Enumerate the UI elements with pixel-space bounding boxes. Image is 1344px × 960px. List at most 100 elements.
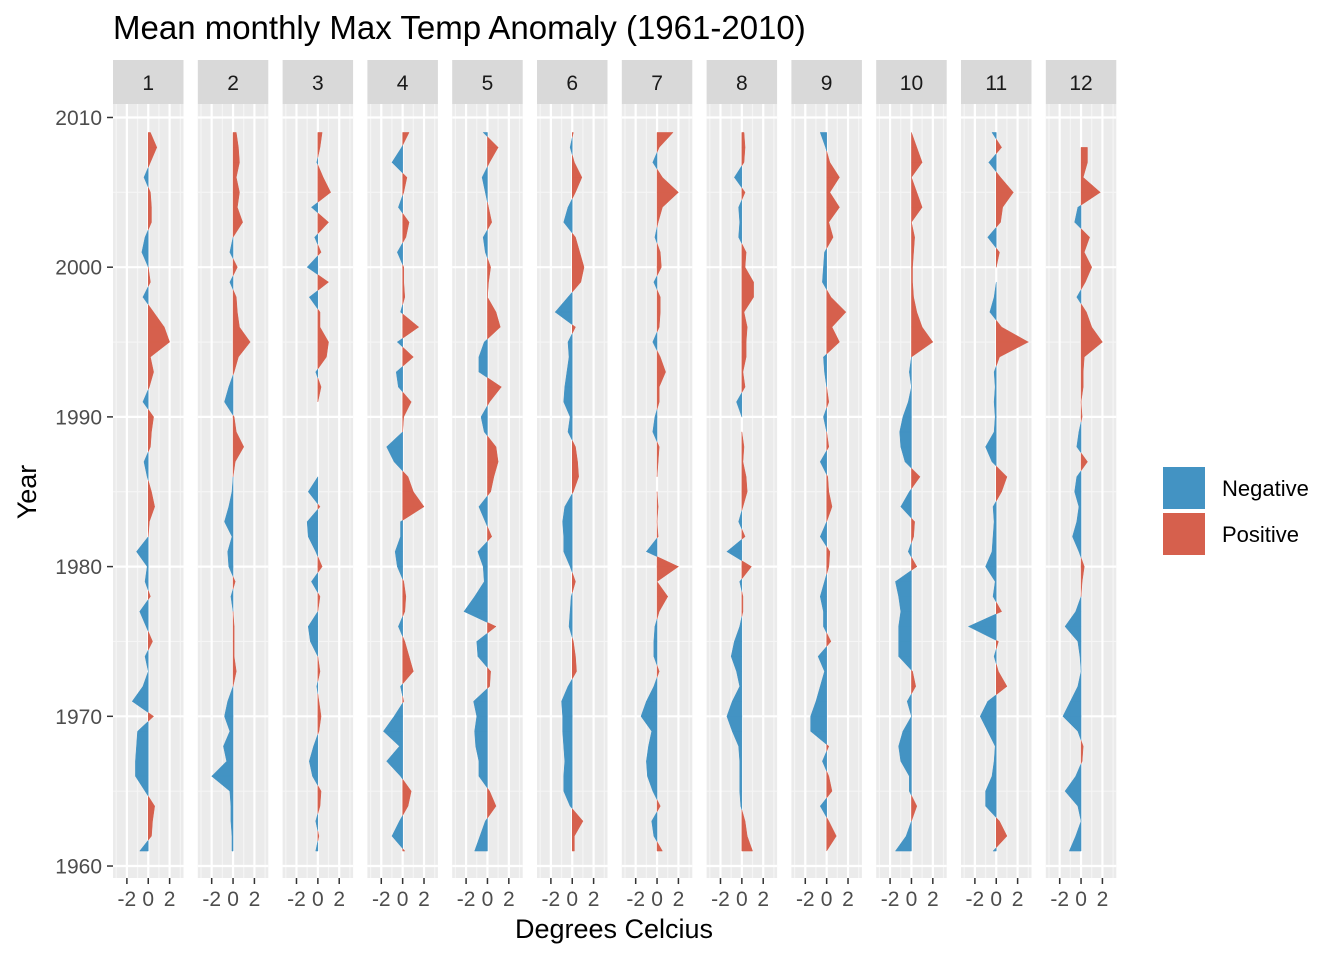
positive-area-12 (1080, 147, 1104, 764)
x-tick-label: 2 (842, 888, 854, 911)
negative-area-8 (726, 164, 743, 810)
y-tick-label: 1980 (55, 556, 102, 579)
strip-label-6: 6 (566, 72, 578, 95)
x-tick-label: -2 (287, 888, 306, 911)
strip-label-10: 10 (900, 72, 923, 95)
panels: 1-2 0 22-2 0 23-2 0 24-2 0 25-2 0 26-2 0 27-2 0 28-2 0 2… (113, 60, 1117, 911)
x-tick-label: 2 (1012, 888, 1024, 911)
strip-label-3: 3 (312, 72, 324, 95)
legend-label-positive: Positive (1222, 522, 1299, 547)
x-tick-label: -2 (881, 888, 900, 911)
panel-8: 8 -2 0 2 (706, 60, 778, 911)
x-tick-label: 0 (1075, 888, 1087, 911)
strip-6 (537, 60, 608, 104)
panel-12: 12 -2 0 2 (1045, 60, 1117, 911)
x-tick-label: 0 (821, 888, 833, 911)
strip-label-5: 5 (482, 72, 494, 95)
x-tick-label: 0 (906, 888, 918, 911)
legend: Negative Positive (1163, 467, 1309, 555)
x-tick-label: -2 (626, 888, 645, 911)
positive-area-7 (656, 132, 680, 852)
x-tick-label: 2 (588, 888, 600, 911)
panel-7: 7 -2 0 2 (621, 60, 693, 911)
x-tick-label: 2 (418, 888, 430, 911)
strip-label-11: 11 (985, 72, 1007, 95)
x-tick-label: -2 (372, 888, 391, 911)
chart-title: Mean monthly Max Temp Anomaly (1961-2010… (113, 9, 806, 46)
x-tick-label: 2 (673, 888, 685, 911)
negative-area-4 (382, 145, 403, 850)
x-tick-label: 2 (164, 888, 176, 911)
x-tick-label: 0 (651, 888, 663, 911)
negative-area-12 (1062, 204, 1082, 852)
positive-area-9 (826, 151, 847, 852)
x-tick-label: -2 (202, 888, 221, 911)
strip-label-8: 8 (736, 72, 748, 95)
negative-area-2 (210, 237, 234, 852)
x-tick-label: 2 (927, 888, 939, 911)
x-tick-label: 0 (566, 888, 578, 911)
negative-area-1 (131, 167, 149, 852)
strip-5 (452, 60, 523, 104)
strip-label-7: 7 (651, 72, 663, 95)
x-tick-label: 0 (312, 888, 324, 911)
positive-area-10 (911, 132, 934, 822)
positive-area-1 (148, 132, 171, 841)
x-tick-label: 0 (397, 888, 409, 911)
x-tick-label: 2 (333, 888, 345, 911)
strip-8 (706, 60, 778, 104)
strip-2 (197, 60, 269, 104)
x-tick-label: 0 (990, 888, 1002, 911)
x-axis-title: Degrees Celcius (515, 914, 713, 944)
x-tick-label: -2 (966, 888, 985, 911)
strip-label-12: 12 (1069, 72, 1092, 95)
x-tick-label: 0 (482, 888, 494, 911)
negative-area-5 (463, 132, 488, 852)
positive-area-5 (487, 136, 503, 819)
y-tick-label: 2010 (55, 107, 102, 130)
y-tick-label: 1970 (55, 706, 102, 729)
panel-2: 2-2 0 2 (197, 60, 269, 911)
x-tick-label: -2 (457, 888, 476, 911)
x-tick-label: 0 (736, 888, 748, 911)
strip-7 (621, 60, 693, 104)
panel-4: 4 -2 0 2 (367, 60, 438, 911)
positive-area-4 (402, 132, 425, 852)
strip-12 (1045, 60, 1117, 104)
y-tick-label: 2000 (55, 257, 102, 280)
x-tick-label: -2 (796, 888, 815, 911)
panel-10: 10 -2 0 2 (876, 60, 947, 911)
panel-11: 11 -2 0 2 (961, 60, 1032, 911)
strip-label-4: 4 (397, 72, 409, 95)
strip-3 (282, 60, 354, 104)
y-axis: 1960 1970 1980 1990 2000 2010 (55, 107, 113, 879)
negative-area-6 (554, 137, 573, 810)
strip-9 (791, 60, 862, 104)
panel-6: 6 -2 0 2 (537, 60, 608, 911)
strip-label-1: 1 (142, 72, 154, 95)
positive-area-2 (232, 132, 251, 687)
negative-area-11 (968, 132, 997, 852)
x-tick-label: -2 (711, 888, 730, 911)
strip-label-9: 9 (821, 72, 833, 95)
positive-area-8 (741, 132, 755, 852)
legend-key-positive (1163, 513, 1205, 555)
positive-area-3 (317, 132, 332, 842)
panel-5: 5 -2 0 2 (452, 60, 523, 911)
x-tick-label: 2 (503, 888, 515, 911)
negative-area-7 (640, 152, 658, 843)
x-tick-label: -2 (1050, 888, 1069, 911)
x-tick-label: -2 (542, 888, 561, 911)
strip-1 (113, 60, 184, 104)
y-tick-label: 1960 (55, 856, 102, 879)
negative-area-3 (306, 157, 319, 852)
x-tick-label: 0 (227, 888, 239, 911)
x-tick-label: 2 (1097, 888, 1109, 911)
panel-3: 3 -2 0 2 (282, 60, 354, 911)
y-tick-label: 1990 (55, 406, 102, 429)
panel-1: 1 -2 0 2 (113, 60, 184, 911)
strip-11 (961, 60, 1032, 104)
negative-area-9 (809, 132, 827, 819)
x-tick-label: 0 (142, 888, 154, 911)
